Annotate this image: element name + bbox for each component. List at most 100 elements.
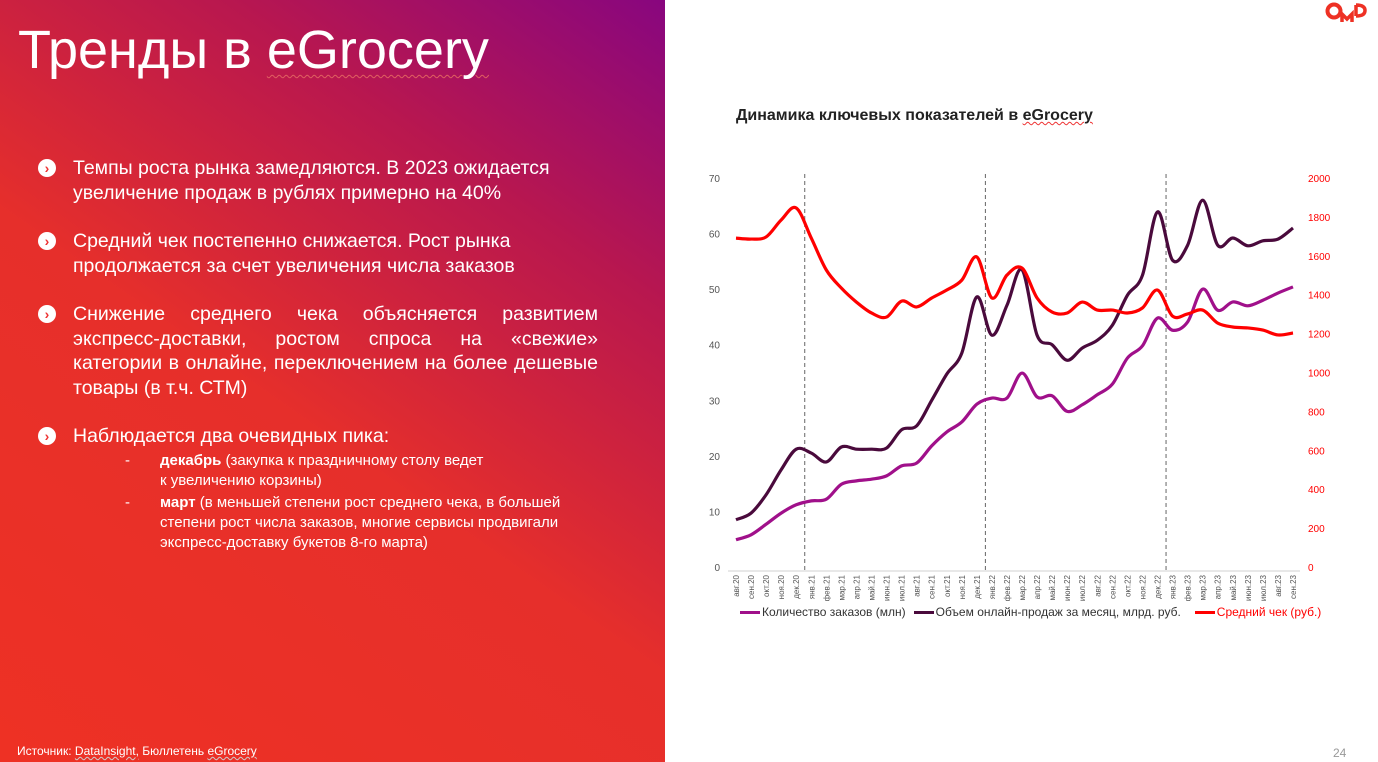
chevron-right-circle-icon: › (38, 305, 56, 323)
x-tick-label: апр.23 (1214, 574, 1223, 599)
x-tick-label: ноя.20 (777, 574, 786, 599)
y-right-tick-label: 800 (1308, 407, 1325, 418)
sub-bullet-bold: декабрь (160, 451, 222, 469)
x-tick-label: июн.23 (1244, 574, 1253, 601)
x-tick-label: сен.20 (747, 574, 756, 599)
x-tick-label: фев.22 (1003, 574, 1012, 601)
line-chart: 0 10 20 30 40 50 60 70 0 200 400 600 800 1000 1200 1400… (709, 174, 1331, 601)
chevron-right-circle-icon: › (38, 232, 56, 250)
x-tick-label: янв.23 (1169, 574, 1178, 599)
source-brand: eGrocery (207, 744, 257, 758)
x-tick-label: июл.22 (1078, 574, 1087, 601)
source-note: Источник: DataInsight, Бюллетень eGrocer… (17, 744, 257, 758)
bullet-text: Темпы роста рынка замедляются. В 2023 ож… (73, 157, 550, 204)
y-left-tick-label: 50 (709, 285, 721, 296)
y-right-tick-label: 1000 (1308, 369, 1331, 380)
legend-label: Средний чек (руб.) (1216, 605, 1322, 619)
source-mid: Бюллетень (138, 744, 208, 758)
sub-bullet-text: (закупка к праздничному столу ведет к ув… (160, 451, 484, 489)
x-tick-label: май.21 (867, 574, 876, 600)
x-tick-label: апр.22 (1033, 574, 1042, 599)
x-tick-label: ноя.22 (1138, 574, 1147, 599)
y-right-tick-label: 400 (1308, 485, 1325, 496)
x-tick-label: фев.23 (1184, 574, 1193, 601)
x-tick-label: окт.20 (762, 574, 771, 596)
chart-title: Динамика ключевых показателей в eGrocery (736, 107, 1093, 125)
x-tick-label: июл.23 (1259, 574, 1268, 601)
chart-title-brand: eGrocery (1022, 107, 1093, 124)
series-line-2 (735, 205, 1294, 337)
bullet-item: › Темпы роста рынка замедляются. В 2023 о… (38, 156, 598, 205)
series-line-1 (735, 198, 1294, 522)
chart-legend: Количество заказов (млн) Объем онлайн-пр… (740, 605, 1323, 619)
x-tick-label: окт.22 (1123, 574, 1132, 596)
page-title: Тренды в eGrocery (18, 18, 489, 82)
x-tick-label: сен.21 (928, 574, 937, 599)
title-brand: eGrocery (266, 20, 489, 80)
left-panel: Тренды в eGrocery › Темпы роста рынка зам… (0, 0, 665, 762)
x-tick-label: июн.21 (883, 574, 892, 601)
y-right-tick-label: 1800 (1308, 213, 1331, 224)
legend-label: Количество заказов (млн) (762, 605, 906, 619)
x-tick-label: дек.21 (973, 574, 982, 598)
x-tick-label: июл.21 (898, 574, 907, 601)
bullet-list: › Темпы роста рынка замедляются. В 2023 о… (38, 156, 598, 577)
x-tick-label: сен.22 (1108, 574, 1117, 599)
x-tick-label: ноя.21 (958, 574, 967, 599)
x-tick-label: авг.23 (1274, 574, 1283, 596)
title-text: Тренды в (18, 20, 267, 80)
sub-bullet: - март (в меньшей степени рост среднего ч… (125, 493, 561, 551)
omd-logo (1325, 2, 1369, 29)
y-right-tick-label: 2000 (1308, 174, 1331, 185)
legend-item-orders: Количество заказов (млн) (740, 605, 906, 619)
x-tick-label: май.22 (1048, 574, 1057, 600)
x-tick-label: мар.22 (1018, 574, 1027, 600)
bullet-text: Снижение среднего чека объясняется разви… (73, 303, 598, 399)
bullet-item: › Наблюдается два очевидных пика: - декабр… (38, 424, 598, 553)
y-left-tick-label: 20 (709, 452, 721, 463)
legend-item-sales: Объем онлайн-продаж за месяц, млрд. руб. (913, 605, 1181, 619)
page-number: 24 (1333, 746, 1347, 760)
bullet-item: › Средний чек постепенно снижается. Рост … (38, 229, 598, 278)
bullet-item: › Снижение среднего чека объясняется разв… (38, 302, 598, 400)
sub-bullet-bold: март (160, 493, 196, 511)
x-tick-label: янв.21 (807, 574, 816, 599)
y-right-tick-label: 1600 (1308, 252, 1331, 263)
x-tick-label: авг.21 (913, 574, 922, 596)
y-right-tick-label: 0 (1308, 563, 1314, 574)
y-left-tick-label: 30 (709, 396, 721, 407)
y-left-tick-label: 40 (709, 341, 721, 352)
x-tick-label: сен.23 (1289, 574, 1298, 599)
x-tick-label: апр.21 (852, 574, 861, 599)
y-right-tick-label: 1400 (1308, 291, 1331, 302)
chart-title-text: Динамика ключевых показателей в eGrocery (736, 107, 1093, 124)
y-left-tick-label: 70 (709, 174, 721, 185)
legend-label: Объем онлайн-продаж за месяц, млрд. руб. (935, 605, 1181, 619)
source-prefix: Источник: (17, 744, 75, 758)
x-tick-label: окт.21 (943, 574, 952, 596)
x-tick-label: авг.22 (1093, 574, 1102, 596)
sub-bullet: - декабрь (закупка к праздничному столу в… (125, 451, 484, 489)
x-tick-label: июн.22 (1063, 574, 1072, 601)
x-tick-label: дек.22 (1154, 574, 1163, 598)
y-right-tick-label: 200 (1308, 524, 1325, 535)
x-tick-label: мар.21 (837, 574, 846, 600)
series-line-0 (735, 285, 1294, 542)
x-tick-label: авг.20 (732, 574, 741, 596)
x-tick-label: янв.22 (988, 574, 997, 599)
y-left-tick-label: 0 (714, 563, 720, 574)
chevron-right-circle-icon: › (38, 427, 56, 445)
legend-item-avg-check: Средний чек (руб.) (1194, 605, 1322, 619)
y-left-tick-label: 60 (709, 230, 721, 241)
y-left-tick-label: 10 (709, 507, 721, 518)
bullet-text: Наблюдается два очевидных пика: (73, 425, 390, 447)
x-tick-label: мар.23 (1199, 574, 1208, 600)
y-right-tick-label: 600 (1308, 446, 1325, 457)
bullet-text: Средний чек постепенно снижается. Рост р… (73, 230, 515, 277)
source-link[interactable]: DataInsight, (74, 744, 139, 758)
x-tick-label: фев.21 (822, 574, 831, 601)
x-tick-label: май.23 (1229, 574, 1238, 600)
y-right-tick-label: 1200 (1308, 330, 1331, 341)
chevron-right-circle-icon: › (38, 159, 56, 177)
sub-bullet-text: (в меньшей степени рост среднего чека, в… (160, 493, 561, 551)
